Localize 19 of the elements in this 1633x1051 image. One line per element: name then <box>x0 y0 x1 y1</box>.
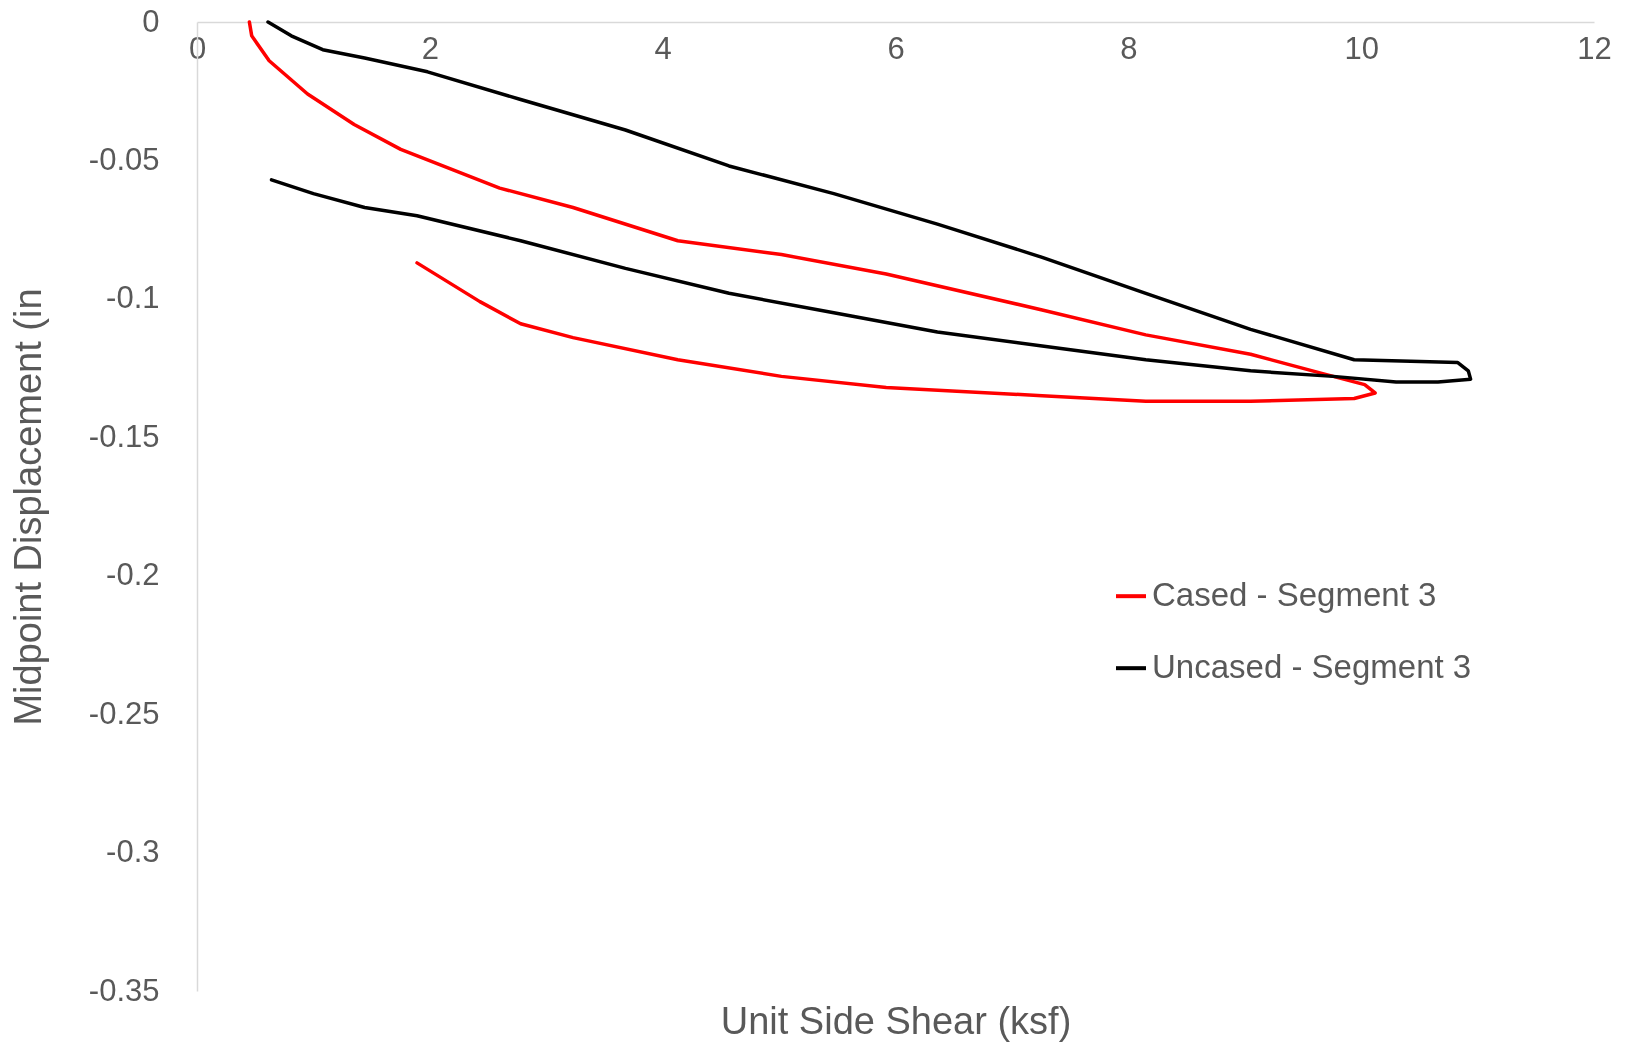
legend-label: Cased - Segment 3 <box>1152 576 1437 614</box>
x-tick-label: 4 <box>654 30 672 66</box>
y-tick-label: 0 <box>142 3 160 39</box>
y-tick-label: -0.3 <box>106 834 160 870</box>
x-tick-label: 10 <box>1344 30 1379 66</box>
y-tick-label: -0.05 <box>88 141 160 177</box>
y-axis-title: Midpoint Displacement (in <box>6 288 49 726</box>
y-tick-label: -0.1 <box>106 280 160 316</box>
legend-label: Uncased - Segment 3 <box>1152 648 1472 686</box>
x-tick-label: 6 <box>887 30 905 66</box>
x-tick-label: 8 <box>1120 30 1138 66</box>
x-tick-label: 2 <box>421 30 439 66</box>
y-tick-label: -0.15 <box>88 418 160 454</box>
x-tick-label: 0 <box>188 30 207 66</box>
y-tick-label: -0.2 <box>106 557 160 593</box>
y-tick-label: -0.35 <box>88 972 160 1008</box>
x-axis-title: Unit Side Shear (ksf) <box>720 999 1072 1042</box>
x-tick-label: 12 <box>1577 30 1612 66</box>
y-tick-label: -0.25 <box>88 695 160 731</box>
